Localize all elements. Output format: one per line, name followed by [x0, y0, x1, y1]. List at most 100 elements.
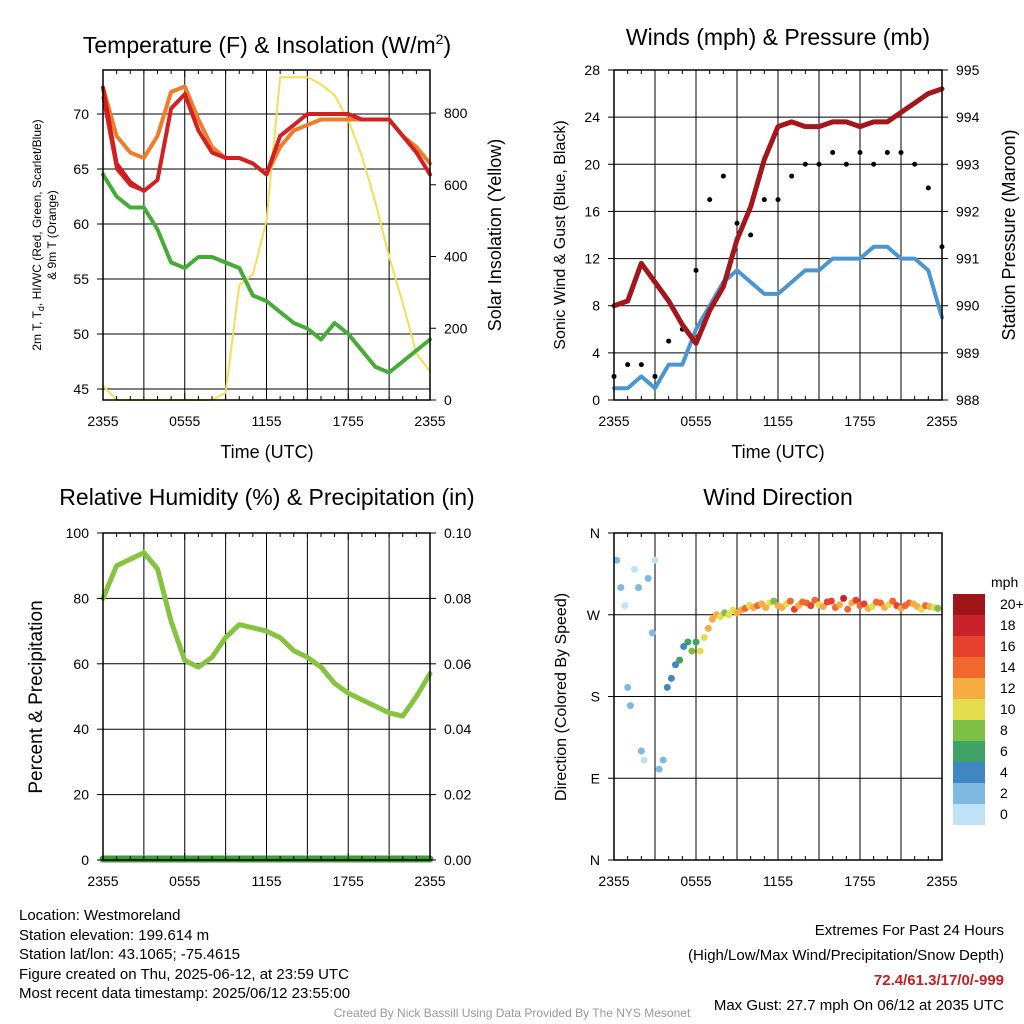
y-right-tick-label: 992 [956, 203, 980, 219]
series-line-station-pressure [611, 86, 945, 346]
x-tick-label: 2355 [87, 413, 118, 429]
y-right-tick-label: 988 [956, 392, 980, 408]
pressure-y-axis-label: Station Pressure (Maroon) [999, 129, 1019, 340]
y-right-tick-label: 0.04 [444, 721, 471, 737]
x-tick-label: 2355 [87, 873, 118, 889]
gust-point [625, 362, 631, 368]
y-tick-label: 45 [73, 381, 89, 397]
figure-created: Figure created on Thu, 2025-06-12, at 23… [19, 965, 349, 983]
legend-label: 16 [1000, 638, 1016, 654]
station-elevation: Station elevation: 199.614 m [19, 926, 210, 944]
y-right-tick-label: 0.00 [444, 852, 471, 868]
x-tick-label: 1755 [333, 873, 364, 889]
direction-point [613, 556, 621, 564]
legend-label: 6 [1000, 743, 1008, 759]
y-tick-label: 100 [66, 525, 90, 541]
temperature-y-axis-label-line1: 2m T, Td, HI/WC (Red, Green, Scarlet/Blu… [30, 119, 46, 350]
legend-label: 8 [1000, 722, 1008, 738]
legend-swatch [953, 678, 985, 699]
x-tick-label: 1155 [763, 413, 793, 429]
y-tick-label: 60 [73, 656, 89, 672]
legend-label: 2 [1000, 785, 1008, 801]
y-right-tick-label: 0.08 [444, 590, 471, 606]
series-line-relative-humidity [100, 550, 433, 719]
gust-point [775, 197, 781, 203]
temperature-panel: Temperature (F) & Insolation (W/m2) 2355… [30, 31, 505, 462]
direction-point [692, 638, 700, 646]
gust-point [925, 185, 931, 191]
legend-swatch [953, 699, 985, 720]
legend-label: 18 [1000, 617, 1016, 633]
gust-point [843, 161, 849, 167]
y-right-tick-label: 0.06 [444, 656, 471, 672]
direction-point [762, 603, 770, 611]
x-tick-label: 2355 [414, 873, 445, 889]
legend-swatch [953, 636, 985, 657]
direction-point [688, 647, 696, 655]
direction-point [889, 597, 897, 605]
direction-point [635, 584, 643, 591]
y-tick-label: 0 [81, 852, 89, 868]
y-tick-label: 80 [73, 590, 89, 606]
wind-x-axis-label: Time (UTC) [731, 442, 824, 462]
direction-y-axis-label: Direction (Colored By Speed) [553, 593, 570, 801]
direction-point [840, 594, 848, 602]
gust-point [761, 197, 767, 203]
legend-title: mph [991, 574, 1018, 590]
y-tick-label: 20 [584, 156, 600, 172]
gust-point [789, 173, 795, 179]
y-tick-label: 50 [73, 326, 89, 342]
station-latlon: Station lat/lon: 43.1065; -75.4615 [19, 946, 241, 963]
y-tick-label: W [587, 607, 601, 623]
direction-point [708, 615, 716, 623]
y-tick-label: 16 [584, 203, 600, 219]
direction-point [680, 643, 688, 651]
wind-pressure-panel: Winds (mph) & Pressure (mb) 2355 0555 1155… [552, 24, 1019, 462]
y-right-tick-label: 600 [444, 177, 468, 193]
x-tick-label: 1755 [844, 413, 875, 429]
y-right-tick-label: 0.10 [444, 525, 471, 541]
y-right-tick-label: 995 [956, 62, 980, 78]
legend-swatch [953, 615, 985, 636]
legend-label: 4 [1000, 764, 1008, 780]
legend-swatch [953, 741, 985, 762]
direction-point [770, 597, 778, 605]
gust-point [816, 161, 822, 167]
temperature-x-axis-label: Time (UTC) [220, 442, 313, 462]
x-tick-label: 2355 [598, 413, 629, 429]
y-tick-label: 4 [592, 345, 600, 361]
direction-point [819, 603, 827, 611]
temperature-y-axis-label-line2: & 9m T (Orange) [45, 190, 59, 280]
station-location: Location: Westmoreland [19, 907, 181, 924]
direction-point [807, 602, 815, 610]
direction-point [659, 756, 667, 764]
speed-color-legend: mph 20+ 18 16 14 12 10 8 6 4 2 0 [953, 574, 1024, 825]
direction-point [827, 597, 835, 605]
credit-line: Created By Nick Bassill Using Data Provi… [333, 1006, 691, 1020]
gust-point [638, 362, 644, 368]
extremes-values: 72.4/61.3/17/0/-999 [873, 972, 1004, 989]
x-tick-label: 2355 [926, 873, 957, 889]
direction-point [700, 633, 708, 641]
x-tick-label: 0555 [169, 413, 200, 429]
direction-point [934, 604, 942, 612]
y-tick-label: S [591, 689, 600, 705]
direction-point [631, 565, 638, 573]
gust-point [720, 173, 726, 179]
y-tick-label: 40 [73, 721, 89, 737]
gust-point [871, 161, 877, 167]
gust-point [652, 373, 658, 379]
direction-point [786, 597, 794, 605]
direction-point [655, 765, 663, 773]
gust-point [707, 197, 713, 203]
wind-direction-panel: Wind Direction 2355 0555 1155 1755 2355 N E S W N… [553, 484, 1024, 889]
y-tick-label: 20 [73, 787, 89, 803]
legend-swatch [953, 657, 985, 678]
humidity-chart-title: Relative Humidity (%) & Precipitation (i… [59, 484, 474, 510]
gust-point [734, 220, 740, 226]
direction-point [877, 599, 884, 607]
x-tick-label: 2355 [926, 413, 957, 429]
direction-point [624, 683, 632, 691]
direction-point [617, 584, 625, 591]
